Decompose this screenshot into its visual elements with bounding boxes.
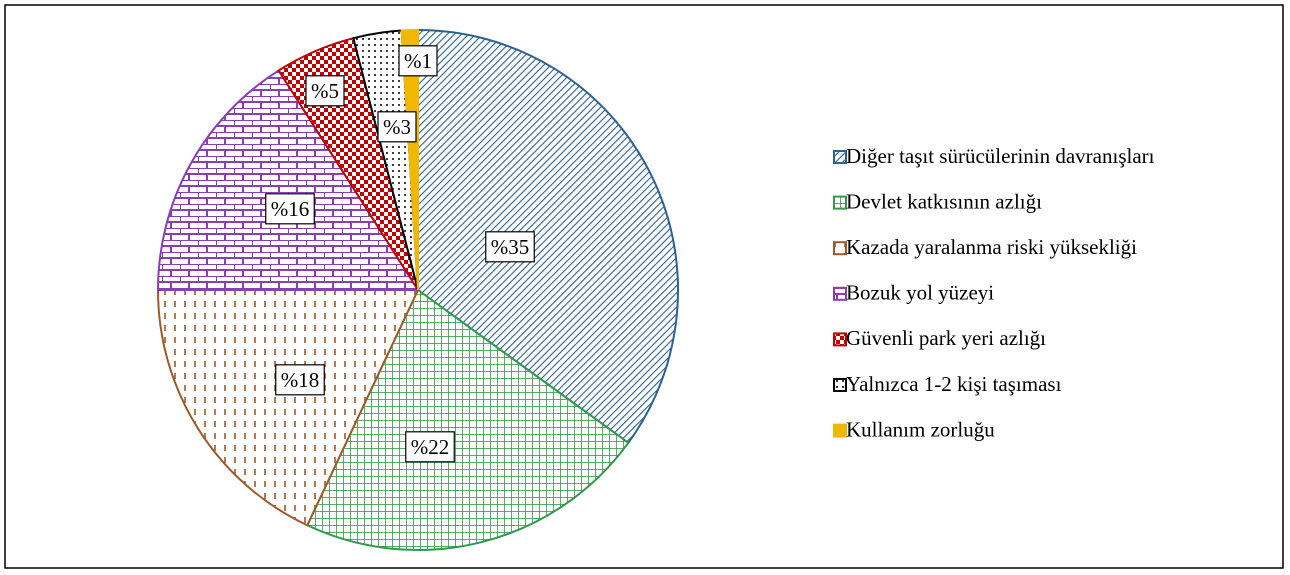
legend-label: Devlet katkısının azlığı bbox=[846, 189, 1042, 213]
legend-swatch bbox=[833, 241, 847, 256]
legend-label: Diğer taşıt sürücülerinin davranışları bbox=[846, 144, 1155, 168]
data-label: %18 bbox=[275, 364, 325, 396]
data-label-box bbox=[398, 45, 438, 77]
legend-swatch bbox=[833, 195, 847, 210]
pie-slice bbox=[417, 28, 679, 445]
data-label-text: %1 bbox=[404, 49, 432, 73]
legend-label: Kazada yaralanma riski yüksekliği bbox=[846, 235, 1137, 259]
legend-swatch bbox=[833, 378, 847, 392]
data-label: %16 bbox=[265, 193, 315, 225]
data-label-box bbox=[377, 111, 417, 143]
legend-label: Güvenli park yeri azlığı bbox=[846, 326, 1046, 350]
legend-swatch bbox=[833, 150, 847, 164]
data-label-text: %5 bbox=[311, 79, 339, 103]
data-label-text: %3 bbox=[383, 115, 411, 139]
data-label: %5 bbox=[305, 75, 345, 107]
data-label-box bbox=[265, 193, 315, 225]
data-label: %35 bbox=[485, 231, 535, 263]
data-label-text: %22 bbox=[411, 435, 450, 459]
data-label-box bbox=[405, 431, 455, 463]
data-label: %1 bbox=[398, 45, 438, 77]
legend-label: Kullanım zorluğu bbox=[846, 417, 995, 441]
data-label-box bbox=[485, 231, 535, 263]
data-label-text: %16 bbox=[271, 197, 310, 221]
data-label-text: %35 bbox=[491, 235, 530, 259]
legend-swatch bbox=[833, 332, 847, 347]
data-label-box bbox=[275, 364, 325, 396]
pie-slice bbox=[400, 28, 419, 291]
pie-slice bbox=[156, 69, 420, 291]
data-label-box bbox=[305, 75, 345, 107]
data-label: %22 bbox=[405, 431, 455, 463]
data-label: %3 bbox=[377, 111, 417, 143]
legend-swatch bbox=[833, 286, 847, 301]
legend-label: Bozuk yol yüzeyi bbox=[846, 281, 994, 305]
data-label-text: %18 bbox=[281, 368, 320, 392]
legend-label: Yalnızca 1-2 kişi taşıması bbox=[846, 372, 1062, 396]
legend-swatch bbox=[833, 423, 847, 438]
pie-slice bbox=[156, 289, 420, 527]
